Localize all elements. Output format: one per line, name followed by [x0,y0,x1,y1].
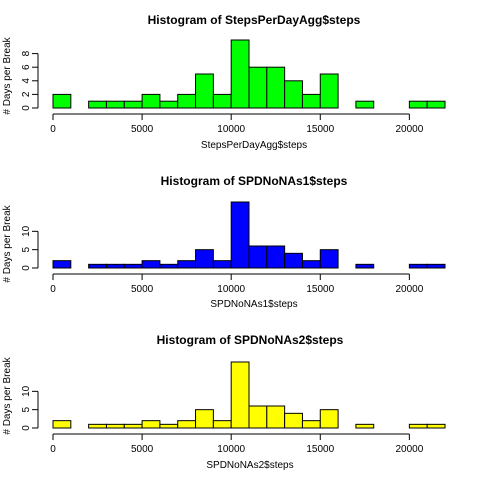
histogram-bar [123,263,143,269]
histogram-bar [159,100,179,109]
histogram-bar [212,420,232,429]
x-tick-label: 5000 [131,284,154,295]
histogram-bar [159,263,179,269]
histogram-bar [52,93,72,109]
histogram-bar [141,93,161,109]
y-tick-label: 0 [21,425,32,431]
x-tick-label: 15000 [306,124,334,135]
x-tick-label: 0 [50,124,56,135]
x-tick-label: 10000 [217,124,245,135]
histogram-bar [141,420,161,429]
y-tick-label: 0 [21,265,32,271]
histogram-bar [230,201,250,269]
x-tick-label: 10000 [217,444,245,455]
y-tick-label: 2 [21,91,32,97]
y-tick-label: 5 [21,246,32,252]
histogram-bar [355,263,375,269]
x-tick-label: 20000 [395,284,423,295]
x-tick-label: 15000 [306,284,334,295]
histogram-bar [284,412,303,429]
histogram-bar [408,263,428,269]
y-tick-label: 6 [21,64,32,70]
panel-spd-no-nas2: Histogram of SPDNoNAs2$steps SPDNoNAs2$s… [2,333,446,471]
x-tick-label: 20000 [395,444,423,455]
histogram-bar [212,93,232,109]
panel-spd-no-nas1: Histogram of SPDNoNAs1$steps SPDNoNAs1$s… [2,174,446,310]
x-tick-label: 5000 [131,124,154,135]
histogram-bar [88,423,107,429]
histogram-bar [195,249,214,269]
x-tick-label: 5000 [131,444,154,455]
chart-title: Histogram of StepsPerDayAgg$steps [148,13,361,27]
y-tick-label: 4 [21,78,32,84]
histogram-bar [284,252,303,269]
histogram-bar [212,260,232,269]
histogram-bar [319,409,339,429]
histogram-bar [355,423,375,429]
y-tick-label: 5 [21,406,32,412]
histogram-bar [408,423,428,429]
histogram-bar [177,260,197,269]
histogram-bar [266,66,286,109]
histogram-bar [426,263,446,269]
x-tick-label: 10000 [217,284,245,295]
chart-title: Histogram of SPDNoNAs2$steps [157,333,344,347]
histogram-bar [159,423,179,429]
x-axis-label: SPDNoNAs2$steps [206,460,293,471]
histogram-bar [248,405,268,429]
histogram-bar [230,361,250,429]
x-axis-label: StepsPerDayAgg$steps [201,140,307,151]
x-tick-label: 0 [50,444,56,455]
histogram-bar [301,420,321,429]
histogram-bar [266,245,286,269]
histogram-bar [177,93,197,109]
histogram-bar [426,423,446,429]
histogram-bar [105,423,125,429]
histogram-bar [195,73,214,109]
histogram-bar [230,39,250,109]
histogram-bar [141,260,161,269]
y-axis-label: # Days per Break [2,204,13,282]
x-tick-label: 15000 [306,444,334,455]
y-tick-label: 10 [21,385,32,397]
histogram-bar [105,100,125,109]
y-tick-label: 8 [21,50,32,56]
histogram-bar [301,93,321,109]
histogram-bar [88,100,107,109]
histogram-bar [355,100,375,109]
chart-title: Histogram of SPDNoNAs1$steps [161,174,348,188]
histogram-bar [88,263,107,269]
histogram-bar [266,405,286,429]
histogram-bar [123,423,143,429]
panel-steps-per-day-agg: Histogram of StepsPerDayAgg$steps StepsP… [2,13,446,151]
x-axis-label: SPDNoNAs1$steps [210,299,297,310]
histogram-bar [284,80,303,109]
histogram-bar [248,66,268,109]
histogram-bar [408,100,428,109]
histogram-bar [426,100,446,109]
x-tick-label: 20000 [395,124,423,135]
histogram-bar [177,420,197,429]
y-axis-label: # Days per Break [2,356,13,434]
x-tick-label: 0 [50,284,56,295]
histogram-bar [301,260,321,269]
histogram-bar [105,263,125,269]
y-axis-label: # Days per Break [2,36,13,114]
histogram-bar [248,245,268,269]
histogram-bar [123,100,143,109]
histogram-bar [319,73,339,109]
histogram-bar [319,249,339,269]
histogram-bar [52,260,72,269]
histogram-bar [52,420,72,429]
y-tick-label: 10 [21,225,32,237]
histogram-bar [195,409,214,429]
y-tick-label: 0 [21,105,32,111]
